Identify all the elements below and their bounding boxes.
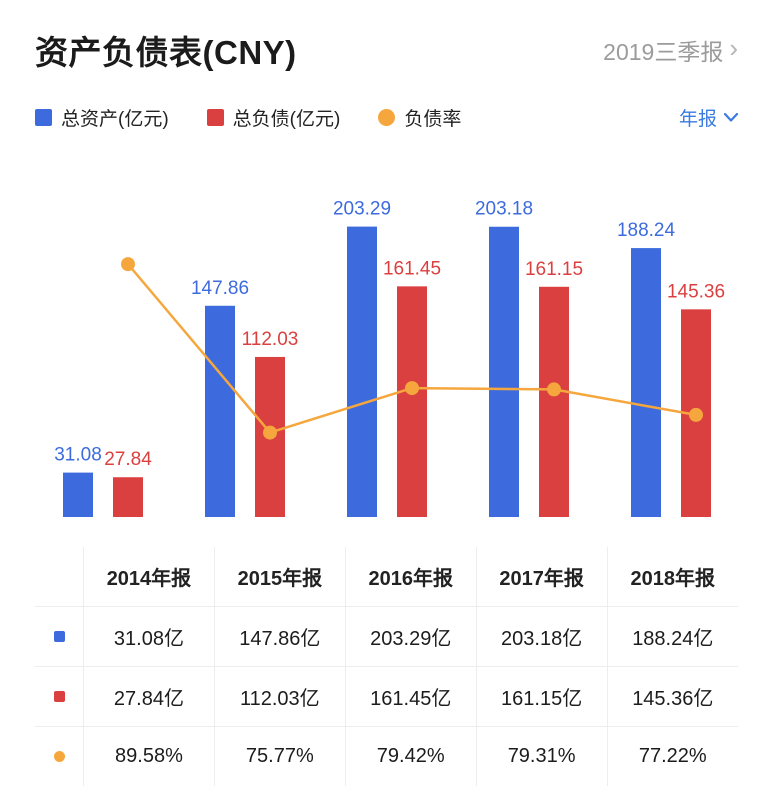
bar-value-label-total-liabilities-4: 145.36 [667, 281, 725, 302]
table-cell: 147.86亿 [213, 606, 346, 667]
table-cell: 27.84亿 [83, 666, 215, 727]
blue-square-icon [35, 109, 52, 126]
bar-value-label-total-assets-2: 203.29 [333, 199, 391, 220]
page-title: 资产负债表(CNY) [35, 34, 297, 71]
table-col-header: 2018年报 [606, 546, 739, 607]
legend-label-debt-ratio: 负债率 [404, 109, 462, 130]
bar-total-liabilities-3 [539, 286, 569, 517]
debt-ratio-point-4 [689, 407, 703, 422]
table-col-header: 2015年报 [213, 546, 346, 607]
table-col-header: 2016年报 [344, 546, 477, 607]
legend-item-debt-ratio[interactable]: 负债率 [378, 104, 461, 131]
bar-total-assets-4 [631, 248, 661, 517]
table-row-total-liabilities: 27.84亿 112.03亿 161.45亿 161.15亿 145.36亿 [34, 666, 739, 727]
table-corner-cell [34, 546, 84, 607]
table-row-debt-ratio: 89.58% 75.77% 79.42% 79.31% 77.22% [34, 726, 739, 787]
period-label: 2019三季报 [603, 39, 724, 65]
bar-total-liabilities-0 [113, 477, 143, 517]
table-cell: 77.22% [606, 726, 739, 787]
blue-square-icon [53, 631, 65, 643]
legend-item-total-assets[interactable]: 总资产(亿元) [35, 104, 169, 131]
bar-total-assets-3 [489, 226, 519, 517]
table-cell: 79.31% [475, 726, 608, 787]
table-cell: 145.36亿 [606, 666, 739, 727]
bar-value-label-total-liabilities-3: 161.15 [525, 259, 583, 280]
table-cell: 161.15亿 [475, 666, 608, 727]
orange-circle-icon [53, 751, 65, 763]
bar-total-liabilities-2 [397, 286, 427, 517]
bar-value-label-total-assets-0: 31.08 [54, 445, 102, 466]
table-cell: 188.24亿 [606, 606, 739, 667]
bar-line-chart: 31.08 147.86 203.29 203.18 188.24 27.84 112.03… [0, 135, 773, 533]
legend-label-total-assets: 总资产(亿元) [61, 109, 169, 130]
table-cell: 203.18亿 [475, 606, 608, 667]
bar-value-label-total-liabilities-2: 161.45 [383, 258, 441, 279]
row-icon-cell [34, 666, 84, 727]
data-table: 2014年报 2015年报 2016年报 2017年报 2018年报 31.08… [34, 546, 739, 787]
debt-ratio-point-0 [121, 257, 135, 272]
period-selector[interactable]: 2019三季报 › [603, 33, 738, 67]
red-square-icon [206, 109, 224, 126]
table-cell: 79.42% [344, 726, 477, 787]
bar-value-label-total-assets-4: 188.24 [617, 220, 676, 241]
legend-row: 总资产(亿元) 总负债(亿元) 负债率 年报 [0, 74, 773, 131]
debt-ratio-point-3 [547, 382, 561, 397]
table-cell: 89.58% [83, 726, 215, 787]
chevron-right-icon: › [729, 33, 738, 63]
bar-total-assets-2 [347, 226, 377, 517]
chart-canvas: 31.08 147.86 203.29 203.18 188.24 27.84 112.03… [54, 199, 725, 517]
header: 资产负债表(CNY) 2019三季报 › [0, 0, 773, 74]
table-cell: 161.45亿 [344, 666, 477, 727]
table-cell: 112.03亿 [213, 666, 346, 727]
red-square-icon [53, 691, 65, 703]
table-header-row: 2014年报 2015年报 2016年报 2017年报 2018年报 [34, 546, 739, 607]
row-icon-cell [34, 606, 84, 667]
debt-ratio-point-1 [263, 425, 277, 440]
legend-item-total-liabilities[interactable]: 总负债(亿元) [206, 104, 341, 131]
chevron-down-icon [724, 113, 738, 122]
row-icon-cell [34, 726, 84, 787]
table-cell: 203.29亿 [344, 606, 477, 667]
table-row-total-assets: 31.08亿 147.86亿 203.29亿 203.18亿 188.24亿 [34, 606, 739, 667]
bar-value-label-total-assets-1: 147.86 [191, 278, 249, 299]
bar-value-label-total-liabilities-1: 112.03 [242, 329, 299, 350]
bar-total-assets-0 [63, 472, 93, 517]
legend-label-total-liabilities: 总负债(亿元) [232, 109, 341, 130]
report-type-label: 年报 [678, 109, 717, 130]
report-type-dropdown[interactable]: 年报 [679, 104, 738, 131]
bar-value-label-total-liabilities-0: 27.84 [104, 449, 152, 470]
bar-total-assets-1 [205, 305, 235, 517]
table-cell: 75.77% [213, 726, 346, 787]
orange-circle-icon [378, 109, 396, 126]
chart-legend: 总资产(亿元) 总负债(亿元) 负债率 [35, 104, 461, 131]
table-col-header: 2014年报 [83, 546, 215, 607]
bar-value-label-total-assets-3: 203.18 [475, 199, 533, 220]
table-col-header: 2017年报 [475, 546, 608, 607]
debt-ratio-point-2 [405, 381, 419, 396]
table-cell: 31.08亿 [83, 606, 215, 667]
